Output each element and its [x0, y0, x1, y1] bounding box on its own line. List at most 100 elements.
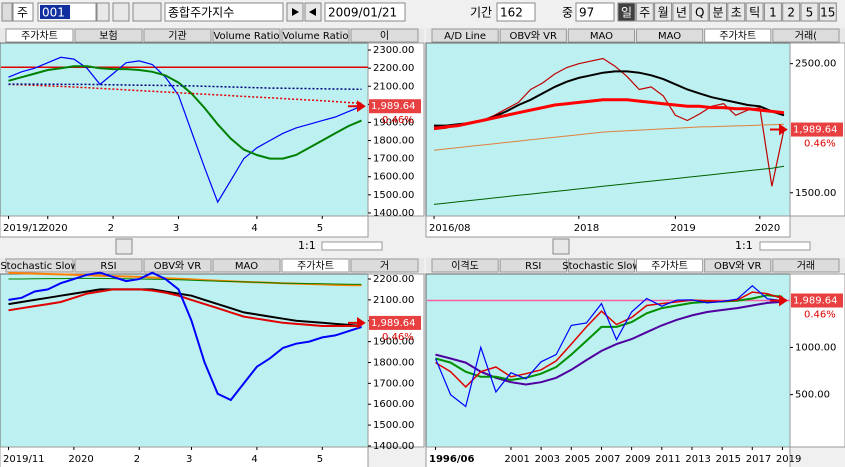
- y-tick-label: 1800.00: [373, 136, 414, 147]
- tab[interactable]: [431, 28, 499, 43]
- scroll-button[interactable]: [115, 238, 133, 255]
- tab[interactable]: [212, 258, 281, 273]
- x-tick-label: 2020: [68, 454, 93, 465]
- interval-button[interactable]: [635, 2, 654, 22]
- x-tick-label: 2020: [42, 223, 67, 234]
- mid-label: 중: [562, 6, 573, 20]
- market-type-box[interactable]: [12, 2, 34, 22]
- period: 162: [500, 6, 523, 20]
- sort-button[interactable]: [132, 2, 162, 22]
- interval-button[interactable]: [745, 2, 764, 22]
- last-value-label: 1,989.64: [793, 296, 838, 307]
- tab[interactable]: [74, 28, 143, 43]
- chart-panel: A/D Line OBV와 VR MAO MAO 주가차트 거래(1500.00 2500.…: [425, 28, 845, 238]
- tab[interactable]: [143, 28, 212, 43]
- arrow: [348, 317, 366, 329]
- left-slider[interactable]: [321, 241, 383, 251]
- tab[interactable]: [499, 28, 567, 43]
- interval-button[interactable]: [818, 2, 837, 22]
- tab-label: Stochastic Slow: [0, 261, 78, 272]
- name-box: [164, 2, 284, 22]
- plot-area: [0, 42, 369, 217]
- y-tick-label: 1800.00: [373, 357, 414, 368]
- tab[interactable]: [281, 28, 350, 43]
- x-tick-label: 2019: [776, 454, 801, 465]
- mid: 97: [579, 6, 594, 20]
- interval-button[interactable]: [617, 2, 636, 22]
- price-line: [433, 123, 785, 151]
- price-line: [433, 165, 785, 205]
- interval-label: 초: [731, 6, 742, 20]
- last-value-label: 1,989.64: [793, 125, 838, 136]
- x-tick-label: 5: [317, 454, 323, 465]
- tab-label: 주가차트: [651, 260, 688, 272]
- right-slider[interactable]: [759, 241, 811, 251]
- tab[interactable]: [143, 258, 212, 273]
- period-label: 기간: [470, 6, 492, 20]
- tab[interactable]: [772, 258, 840, 273]
- tab[interactable]: [704, 28, 772, 43]
- interval-buttons: 일 주 월 년 Q 분 초 틱 1 2 5 15: [617, 2, 837, 22]
- x-tick-label: 4: [251, 223, 257, 234]
- right-scale: 1:1: [735, 239, 753, 252]
- x-tick-label: 2017: [746, 454, 771, 465]
- x-tick-label: 4: [251, 454, 257, 465]
- tab-label: 이: [380, 30, 389, 42]
- interval-button[interactable]: [800, 2, 819, 22]
- tab-label: Stochastic Slow: [562, 261, 640, 272]
- scroll-button[interactable]: [552, 238, 570, 255]
- tab[interactable]: [431, 258, 499, 273]
- code-highlight: [40, 5, 70, 19]
- tab[interactable]: [636, 28, 704, 43]
- x-tick-label: 2011: [655, 454, 680, 465]
- interval-button[interactable]: [727, 2, 746, 22]
- y-tick-label: 2200.00: [373, 63, 414, 74]
- date-box[interactable]: [324, 2, 406, 22]
- tab-label: 보험: [99, 30, 117, 42]
- interval-button[interactable]: [690, 2, 709, 22]
- y-tick-label: 1500.00: [373, 420, 414, 431]
- x-tick-label: 2018: [574, 223, 599, 234]
- interval-label: 5: [806, 6, 814, 20]
- period-box[interactable]: [496, 2, 536, 22]
- tab[interactable]: [5, 28, 74, 43]
- tab[interactable]: [772, 28, 840, 43]
- tab[interactable]: [567, 258, 635, 273]
- mid-box[interactable]: [575, 2, 615, 22]
- code-dropdown[interactable]: [96, 2, 110, 22]
- y-tick-label: 1900.00: [373, 337, 414, 348]
- interval-label: 2: [787, 6, 795, 20]
- next-icon: [292, 8, 299, 16]
- interval-button[interactable]: [782, 2, 801, 22]
- tab[interactable]: [350, 28, 419, 43]
- price-axis: [367, 42, 425, 217]
- x-tick-label: 3: [173, 223, 179, 234]
- date-axis: [425, 215, 791, 238]
- interval-button[interactable]: [672, 2, 691, 22]
- tab[interactable]: [74, 258, 143, 273]
- tab[interactable]: [499, 258, 567, 273]
- search-button[interactable]: [112, 2, 130, 22]
- tab[interactable]: [212, 28, 281, 43]
- interval-button[interactable]: [654, 2, 673, 22]
- tab[interactable]: [636, 258, 704, 273]
- interval-label: Q: [695, 6, 704, 20]
- interval-button[interactable]: [763, 2, 782, 22]
- y-tick-label: 2300.00: [373, 45, 414, 56]
- interval-button[interactable]: [709, 2, 727, 22]
- x-tick-label: 2003: [535, 454, 560, 465]
- y-tick-label: 2100.00: [373, 81, 414, 92]
- interval-label: 일: [621, 6, 632, 20]
- tab[interactable]: [281, 258, 350, 273]
- tab[interactable]: [567, 28, 635, 43]
- tab[interactable]: [704, 258, 772, 273]
- price-line: [8, 83, 362, 91]
- x-tick-label: 2020: [755, 223, 780, 234]
- left-scale: 1:1: [298, 239, 316, 252]
- market-type: 주: [17, 6, 28, 20]
- tab[interactable]: [350, 258, 419, 273]
- y-tick-label: 1000.00: [795, 342, 836, 353]
- tab[interactable]: [5, 258, 74, 273]
- last-value-tag: [791, 122, 843, 137]
